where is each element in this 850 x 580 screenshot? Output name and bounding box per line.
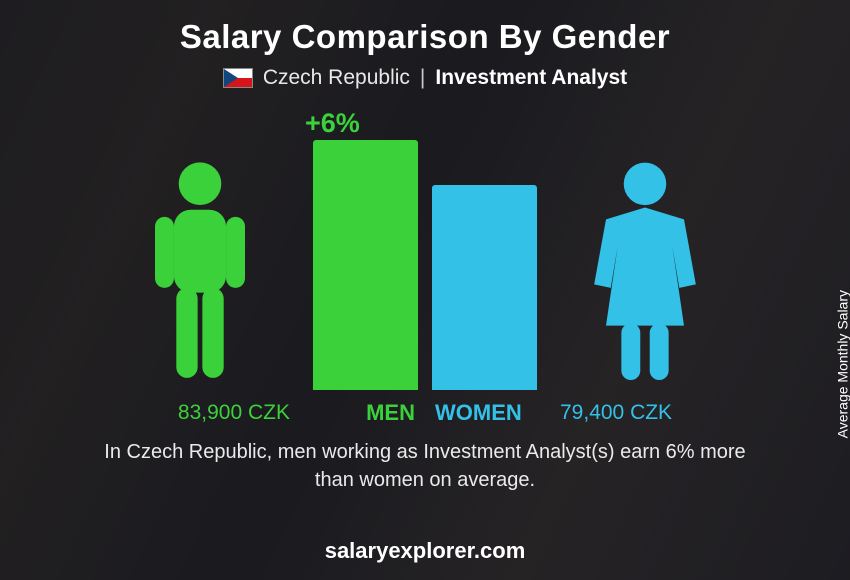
women-salary: 79,400 CZK [560, 401, 672, 425]
men-label: MEN [310, 400, 415, 426]
y-axis-label: Average Monthly Salary [834, 290, 850, 438]
men-bar [313, 140, 418, 390]
czech-flag-icon [223, 68, 253, 88]
percent-difference-label: +6% [305, 108, 360, 139]
bar-group [313, 140, 537, 390]
man-icon [140, 160, 260, 390]
subtitle-row: Czech Republic | Investment Analyst [30, 66, 820, 90]
chart-area: +6% 83,900 CZ [30, 100, 820, 430]
main-title: Salary Comparison By Gender [30, 18, 820, 56]
infographic-container: Salary Comparison By Gender Czech Republ… [0, 0, 850, 580]
country-label: Czech Republic [263, 66, 410, 90]
woman-icon [580, 160, 710, 390]
women-bar [432, 185, 537, 390]
men-salary: 83,900 CZK [178, 401, 290, 425]
summary-text: In Czech Republic, men working as Invest… [30, 430, 820, 494]
women-label: WOMEN [435, 400, 540, 426]
separator: | [420, 66, 425, 90]
job-title: Investment Analyst [435, 66, 627, 90]
footer-site: salaryexplorer.com [0, 538, 850, 564]
labels-row: 83,900 CZK MEN WOMEN 79,400 CZK [30, 400, 820, 426]
